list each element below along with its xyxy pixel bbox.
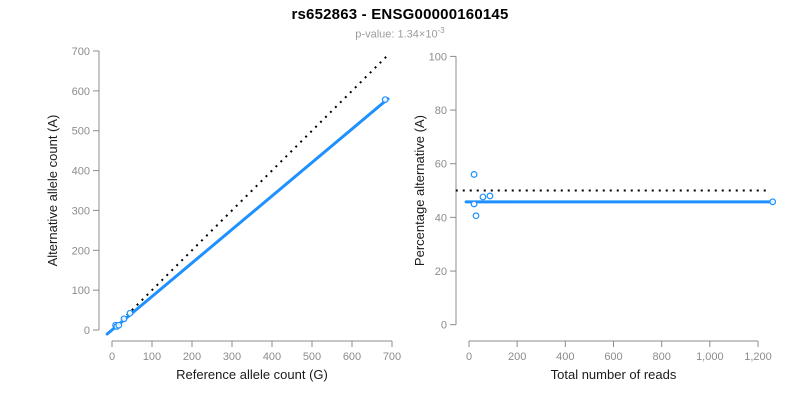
y-tick-label: 20 (435, 266, 447, 278)
x-axis-label: Total number of reads (551, 367, 677, 382)
y-tick-label: 100 (429, 51, 447, 63)
x-tick-label: 0 (109, 351, 115, 363)
y-tick-label: 40 (435, 212, 447, 224)
x-tick-label: 100 (143, 351, 161, 363)
x-tick-label: 700 (383, 351, 401, 363)
y-tick-label: 700 (72, 46, 90, 58)
x-tick-label: 300 (223, 351, 241, 363)
plot-header: rs652863 - ENSG00000160145 p-value: 1.34… (0, 6, 800, 41)
data-point (120, 315, 128, 323)
x-tick-label: 1,000 (696, 351, 724, 363)
fit-line (105, 97, 390, 336)
data-point (381, 96, 389, 104)
x-tick-label: 200 (508, 351, 526, 363)
x-tick-label: 200 (183, 351, 201, 363)
percentage-alternative-scatter: 0 20 40 60 80 100 0 200 400 600 800 1,000 1,200 Total… (412, 51, 777, 382)
x-tick-label: 0 (466, 351, 472, 363)
data-point (115, 321, 123, 329)
y-tick-label: 400 (72, 166, 90, 178)
y-tick-label: 0 (441, 320, 447, 332)
data-point (486, 192, 494, 200)
data-point (472, 212, 480, 220)
data-point (470, 200, 478, 208)
x-tick-label: 600 (604, 351, 622, 363)
identity-line (111, 54, 389, 331)
data-point (479, 193, 487, 201)
y-tick-label: 80 (435, 105, 447, 117)
x-axis-label: Reference allele count (G) (176, 367, 328, 382)
plot-title: rs652863 - ENSG00000160145 (291, 6, 509, 23)
y-tick-label: 60 (435, 159, 447, 171)
y-tick-label: 300 (72, 205, 90, 217)
subtitle-exponent: -3 (437, 26, 445, 35)
y-axis-label: Alternative allele count (A) (45, 115, 60, 267)
allele-count-scatter: 0 100 200 300 400 500 600 700 0 100 200 300 400 500 60… (45, 46, 401, 382)
plot-subtitle: p-value: 1.34×10-3 (0, 26, 800, 41)
x-tick-label: 600 (343, 351, 361, 363)
x-tick-label: 400 (556, 351, 574, 363)
y-tick-label: 100 (72, 285, 90, 297)
x-tick-label: 1,200 (744, 351, 772, 363)
x-tick-label: 400 (263, 351, 281, 363)
data-point (470, 171, 478, 178)
x-tick-label: 500 (303, 351, 321, 363)
data-point (126, 309, 134, 317)
subtitle-text: p-value: 1.34×10 (355, 28, 438, 41)
x-tick-label: 800 (652, 351, 670, 363)
y-tick-label: 0 (84, 325, 90, 337)
y-tick-label: 200 (72, 245, 90, 257)
y-axis-label: Percentage alternative (A) (412, 115, 427, 266)
y-tick-label: 600 (72, 86, 90, 98)
data-point (769, 198, 777, 206)
y-tick-label: 500 (72, 126, 90, 138)
